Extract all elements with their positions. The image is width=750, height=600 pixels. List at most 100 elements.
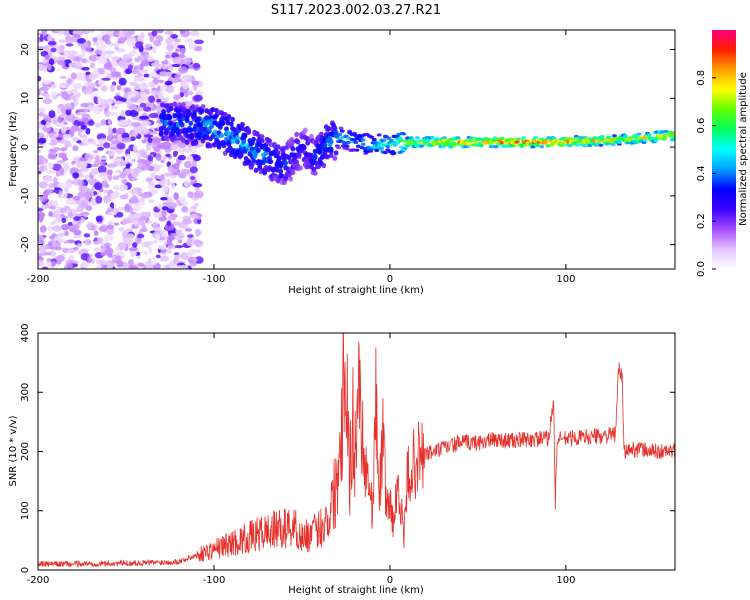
spectrogram-noise-cell (77, 192, 84, 199)
spectrogram-ridge-cell (514, 140, 520, 144)
spectrogram-noise-cell (39, 86, 50, 91)
spectrogram-ridge-cell (401, 132, 407, 136)
spectrogram-noise-cell (121, 178, 128, 185)
spectrogram-noise-cell (51, 260, 56, 267)
spectrogram-noise-cell (85, 238, 91, 246)
spectrogram-noise-cell (97, 79, 105, 86)
spectrogram-noise-cell (114, 46, 119, 51)
spectrogram-ridge-cell (392, 143, 398, 147)
spectrogram-noise-cell (63, 205, 70, 210)
spectrogram-noise-cell (38, 112, 45, 117)
spectrogram-ridge-cell (302, 127, 308, 133)
spectrogram-ridge-cell (200, 104, 206, 110)
spectrogram-ridge-cell (334, 135, 340, 139)
spectrogram-noise-cell (91, 224, 96, 231)
spectrogram-ridge-cell (332, 125, 338, 131)
spectrogram-noise-cell (157, 90, 164, 98)
spectrogram-noise-cell (126, 91, 136, 99)
spectrogram-noise-cell (136, 233, 145, 239)
spectrogram-noise-cell (140, 194, 150, 199)
snr-x-tick-label: 100 (556, 575, 575, 586)
spectrogram-ridge-cell (646, 133, 652, 137)
spectrogram-noise-cell (106, 224, 115, 229)
spectrogram-ridge-cell (322, 142, 328, 148)
spectrogram-noise-cell (48, 132, 55, 139)
spectrogram-noise-cell (109, 146, 119, 150)
spectrogram-noise-cell (112, 76, 119, 80)
colorbar-tick-label: 0.4 (696, 165, 707, 181)
spectrogram-noise-cell (161, 243, 167, 251)
spectrogram-noise-cell (65, 43, 74, 47)
spectrogram-noise-cell (113, 160, 119, 167)
spectrogram-ridge-cell (265, 146, 271, 153)
spectrogram-ridge-cell (238, 152, 244, 158)
spectrogram-ridge-cell (333, 129, 339, 135)
spectrogram-noise-cell (58, 39, 66, 44)
spectrogram-noise-cell (175, 59, 183, 63)
spectrogram-noise-cell (139, 32, 145, 39)
spectrogram-marks (38, 30, 675, 269)
spectrogram-ridge-cell (196, 134, 202, 141)
spectrogram-ridge-cell (268, 141, 274, 148)
spectrogram-noise-cell (60, 139, 71, 145)
spectrogram-noise-cell (112, 185, 121, 191)
spectrogram-noise-cell (195, 228, 201, 233)
spectrogram-ridge-cell (350, 148, 356, 152)
spectrogram-noise-cell (57, 182, 67, 189)
spectrogram-noise-cell (48, 142, 58, 146)
spectrogram-noise-cell (73, 216, 81, 221)
spectrogram-noise-cell (56, 121, 65, 128)
spectrogram-noise-cell (40, 92, 46, 96)
spectrogram-noise-cell (181, 252, 187, 256)
spectrogram-ridge-cell (379, 146, 385, 150)
spectrogram-ridge-cell (163, 120, 169, 126)
spectrogram-ridge-cell (389, 139, 394, 143)
spectrogram-noise-cell (172, 151, 178, 157)
spectrogram-ridge-cell (369, 135, 375, 139)
spectrogram-noise-cell (131, 121, 141, 127)
spectrogram-noise-cell (88, 54, 99, 62)
spectrogram-noise-cell (164, 80, 173, 86)
spectrogram-noise-cell (133, 166, 142, 174)
spectrogram-noise-cell (70, 260, 79, 264)
spectrogram-ridge-cell (290, 146, 296, 152)
spectrogram-y-tick-label: -20 (20, 236, 31, 252)
spectrogram-ridge-cell (402, 146, 408, 151)
spectrogram-ridge-cell (160, 102, 165, 108)
spectrogram-noise-cell (170, 34, 179, 39)
spectrogram-noise-cell (135, 236, 142, 245)
spectrogram-noise-cell (95, 195, 103, 204)
spectrogram-noise-cell (143, 134, 154, 138)
spectrogram-noise-cell (68, 54, 77, 61)
spectrogram-ridge-cell (294, 131, 300, 137)
spectrogram-ridge-cell (309, 152, 314, 158)
spectrogram-ridge-cell (269, 176, 275, 182)
spectrogram-noise-cell (139, 83, 145, 92)
spectrogram-noise-cell (38, 75, 42, 82)
spectrogram-ridge-cell (275, 144, 281, 150)
spectrogram-noise-cell (77, 37, 86, 44)
spectrogram-x-ticks: -200 -100 0 100 (27, 30, 575, 285)
spectrogram-noise-cell (72, 61, 77, 69)
spectrogram-noise-cell (132, 144, 138, 152)
spectrogram-ridge-cell (180, 101, 186, 108)
spectrogram-noise-cell (41, 266, 49, 269)
spectrogram-noise-cell (102, 53, 112, 59)
spectrogram-noise-cell (67, 90, 72, 95)
spectrogram-frame (37, 29, 676, 270)
spectrogram-noise-cell (85, 205, 93, 212)
spectrogram-noise-cell (41, 30, 48, 35)
spectrogram-ridge-cell (381, 138, 387, 142)
spectrogram-noise-cell (187, 237, 192, 244)
spectrogram-noise-cell (171, 64, 181, 68)
spectrogram-noise-cell (38, 107, 46, 113)
spectrogram-noise-cell (38, 154, 44, 161)
spectrogram-noise-cell (51, 225, 62, 232)
spectrogram-ridge-cell (424, 135, 430, 140)
spectrogram-noise-cell (163, 172, 174, 177)
snr-y-ticks: 0 100 200 300 400 (20, 323, 675, 573)
spectrogram-ridge-cell (610, 142, 616, 147)
spectrogram-ridge-cell (259, 138, 265, 144)
spectrogram-noise-cell (77, 131, 82, 137)
spectrogram-noise-cell (139, 197, 145, 203)
